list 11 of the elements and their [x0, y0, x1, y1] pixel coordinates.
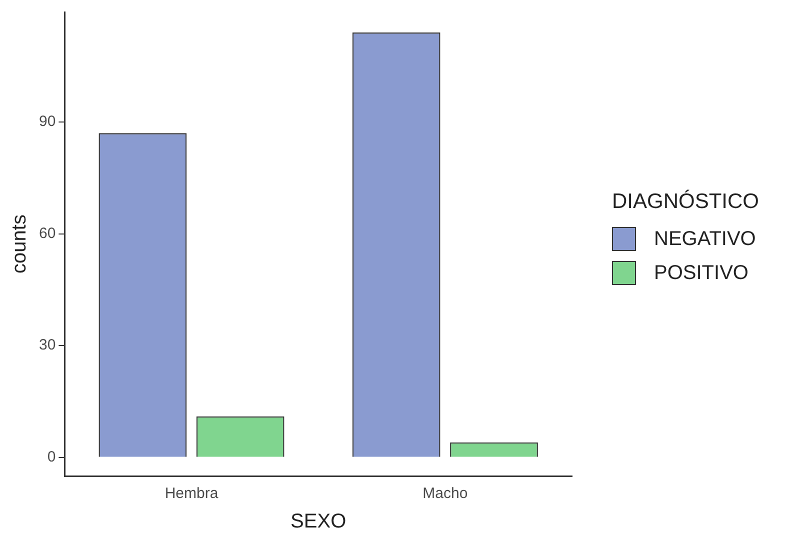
legend-label: POSITIVO	[654, 262, 748, 284]
legend-label: NEGATIVO	[654, 228, 756, 250]
x-axis-title: SEXO	[290, 510, 346, 533]
legend-title: DIAGNÓSTICO	[612, 190, 760, 214]
y-axis-title: counts	[8, 214, 31, 274]
x-tick-label: Hembra	[164, 485, 219, 502]
y-tick-label: 0	[47, 448, 56, 466]
y-tick-label: 60	[38, 224, 56, 242]
y-tick-label: 30	[38, 336, 56, 354]
y-tick-label: 90	[38, 113, 56, 130]
x-tick-label: Macho	[422, 485, 468, 502]
